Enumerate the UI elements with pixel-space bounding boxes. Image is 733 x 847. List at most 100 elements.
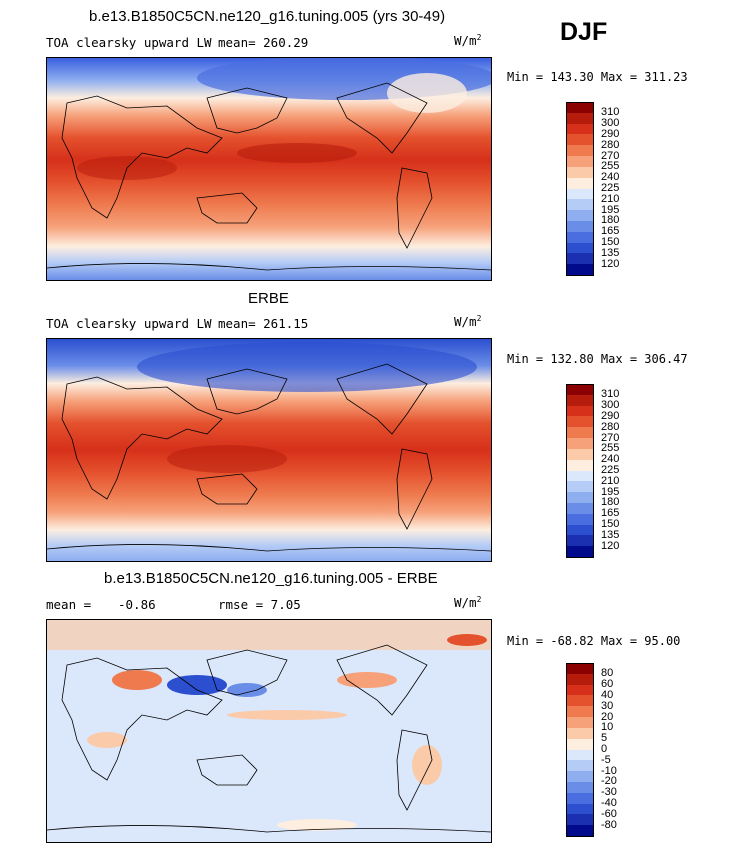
colorbar-swatch [566, 231, 594, 244]
panel2-map [46, 338, 492, 562]
colorbar-swatch [566, 717, 594, 729]
colorbar-swatch [566, 448, 594, 461]
colorbar-tick-label: 0 [601, 743, 608, 755]
colorbar-swatch [566, 663, 594, 675]
panel3-mean-value: -0.86 [118, 597, 156, 612]
colorbar-tick-label: 255 [601, 442, 620, 455]
panel3-map [46, 619, 492, 843]
colorbar-tick-label: 80 [601, 667, 614, 680]
colorbar-tick-label: 120 [601, 539, 620, 552]
colorbar-swatch [566, 112, 594, 125]
colorbar-swatch [566, 145, 594, 157]
colorbar-swatch [566, 416, 594, 428]
panel3-mean-label: mean = [46, 597, 92, 612]
colorbar-tick-label: 280 [601, 138, 620, 151]
panel1-colorbar: 310 300 290 280 270 255 240 225 210 195 180 165 150 1… [566, 102, 636, 276]
colorbar-swatch [566, 513, 594, 526]
colorbar-swatch [566, 156, 594, 168]
colorbar-tick-label: 135 [601, 246, 620, 259]
colorbar-swatch [566, 210, 594, 222]
panel1-minmax: Min = 143.30 Max = 311.23 [507, 70, 688, 84]
colorbar-tick-label: 180 [601, 496, 620, 509]
colorbar-tick-label: 150 [601, 236, 620, 249]
panel2-mean: mean= 261.15 [218, 316, 309, 331]
colorbar-swatch [566, 188, 594, 200]
colorbar-tick-label: 225 [601, 464, 620, 476]
colorbar-swatch [566, 123, 594, 135]
colorbar-swatch [566, 264, 594, 276]
colorbar-tick-label: 280 [601, 420, 620, 433]
colorbar-tick-label: -60 [601, 807, 617, 820]
colorbar-tick-label: 300 [601, 117, 620, 130]
colorbar-tick-label: 270 [601, 431, 620, 444]
colorbar-swatch [566, 673, 594, 686]
colorbar-tick-label: 290 [601, 127, 620, 140]
panel2-title: ERBE [248, 290, 289, 307]
colorbar-tick-label: 195 [601, 485, 620, 498]
colorbar-tick-label: 240 [601, 453, 620, 466]
colorbar-tick-label: -30 [601, 786, 617, 799]
colorbar-swatch [566, 684, 594, 696]
panel3-minmax: Min = -68.82 Max = 95.00 [507, 634, 681, 648]
colorbar-tick-label: 240 [601, 171, 620, 184]
panel3-units: W/m2 [454, 595, 482, 611]
colorbar-tick-label: 150 [601, 518, 620, 531]
panel3-title: b.e13.B1850C5CN.ne120_g16.tuning.005 - E… [104, 570, 438, 587]
colorbar-swatch [566, 102, 594, 114]
colorbar-swatch [566, 781, 594, 794]
colorbar-swatch [566, 492, 594, 504]
colorbar-swatch [566, 825, 594, 837]
colorbar-swatch [566, 134, 594, 146]
panel2-minmax: Min = 132.80 Max = 306.47 [507, 352, 688, 366]
colorbar-swatch [566, 749, 594, 761]
colorbar-tick-label: 195 [601, 203, 620, 216]
panel2-units: W/m2 [454, 314, 482, 330]
colorbar-tick-label: 270 [601, 149, 620, 162]
colorbar-tick-label: 225 [601, 182, 620, 194]
panel1-units: W/m2 [454, 33, 482, 49]
colorbar-tick-label: -80 [601, 818, 617, 831]
colorbar-swatch [566, 199, 594, 211]
colorbar-swatch [566, 738, 594, 750]
colorbar-swatch [566, 177, 594, 189]
colorbar-swatch [566, 220, 594, 233]
panel3-map-svg [47, 620, 491, 842]
colorbar-tick-label: 10 [601, 721, 614, 734]
colorbar-tick-label: 20 [601, 710, 614, 723]
colorbar-tick-label: 60 [601, 678, 614, 691]
colorbar-swatch [566, 803, 594, 815]
colorbar-swatch [566, 535, 594, 547]
colorbar-swatch [566, 727, 594, 740]
panel2-colorbar: 310 300 290 280 270 255 240 225 210 195 180 165 150 1… [566, 384, 636, 558]
colorbar-swatch [566, 792, 594, 805]
colorbar-tick-label: 255 [601, 160, 620, 173]
panel3-colorbar: 80 60 40 30 20 10 5 0 -5 -10 -20 -30 -40 -60 -80 [566, 663, 636, 837]
colorbar-tick-label: -20 [601, 775, 617, 788]
colorbar-tick-label: 210 [601, 474, 620, 487]
colorbar-tick-label: 30 [601, 699, 614, 712]
colorbar-swatch [566, 706, 594, 718]
panel1-mean: mean= 260.29 [218, 35, 309, 50]
colorbar-tick-label: 300 [601, 399, 620, 412]
panel1-title: b.e13.B1850C5CN.ne120_g16.tuning.005 (yr… [89, 8, 446, 25]
colorbar-swatch [566, 394, 594, 407]
colorbar-swatch [566, 695, 594, 707]
colorbar-tick-label: 120 [601, 257, 620, 270]
panel2-map-svg [47, 339, 491, 561]
colorbar-tick-label: 5 [601, 732, 608, 745]
colorbar-swatch [566, 481, 594, 493]
colorbar-tick-label: 135 [601, 528, 620, 541]
panel2-variable-label: TOA clearsky upward LW [46, 316, 212, 331]
colorbar-swatch [566, 253, 594, 265]
panel1-map-svg [47, 58, 491, 280]
panel3-rmse: rmse = 7.05 [218, 597, 301, 612]
colorbar-tick-label: 180 [601, 214, 620, 227]
colorbar-tick-label: -40 [601, 797, 617, 810]
colorbar-swatch [566, 242, 594, 254]
colorbar-swatch [566, 814, 594, 826]
colorbar-tick-label: 310 [601, 388, 620, 401]
colorbar-swatch [566, 459, 594, 471]
colorbar-swatch [566, 502, 594, 515]
colorbar-tick-label: 40 [601, 688, 614, 701]
season-label: DJF [560, 18, 608, 46]
